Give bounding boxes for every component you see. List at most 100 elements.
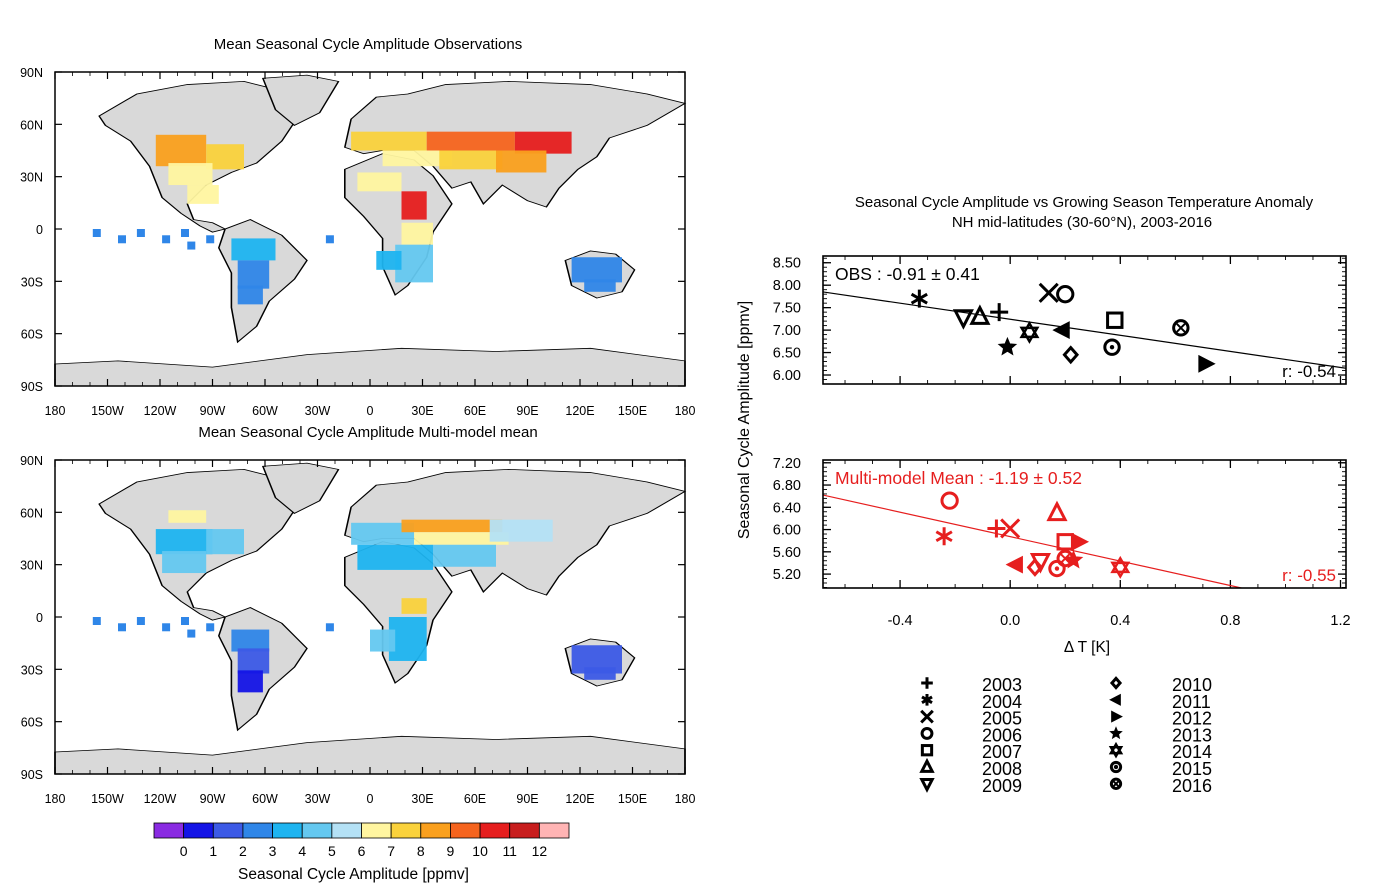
data-point-2014 [1019,320,1040,344]
station-cell [206,623,215,632]
y-tick-label: 7.50 [773,301,801,317]
station-cell [181,229,189,237]
colorbar-tick-label: 2 [239,843,247,859]
amplitude-cell [439,150,503,170]
lon-tick-label: 30W [305,792,331,806]
colorbar-swatch [450,822,481,839]
amplitude-cell [237,260,270,289]
lon-tick-label: 180 [675,404,696,418]
y-tick-label: 5.20 [773,567,801,583]
data-point-2005 [1000,518,1021,539]
legend-year-2005: 2005 [982,709,1022,729]
amplitude-cell [514,131,572,154]
data-point-2005 [1038,282,1059,303]
regression-label: Multi-model Mean : -1.19 ± 0.52 [835,468,1082,488]
lat-tick-label: 30S [21,663,43,677]
legend-marker-2007 [920,744,934,757]
data-point-2016 [1060,553,1070,564]
lon-tick-label: 90W [200,404,226,418]
amplitude-field [92,131,622,305]
lat-tick-label: 0 [36,223,43,237]
legend-marker-2015 [1109,760,1123,774]
station-cell [187,241,196,250]
colorbar-swatch [212,822,244,839]
regression-line [823,494,1242,588]
station-cell [187,629,196,638]
legend-year-2008: 2008 [982,759,1022,779]
colorbar-tick-label: 7 [387,843,395,859]
amplitude-cell [231,629,270,652]
legend-year-2016: 2016 [1172,776,1212,796]
legend-marker-2009 [919,777,935,793]
amplitude-cell [571,257,622,283]
data-point-2012 [1198,354,1216,373]
station-cell [118,235,126,244]
lon-tick-label: 120E [565,404,594,418]
colorbar-tick-label: 5 [328,843,336,859]
lat-tick-label: 60S [21,716,43,730]
colorbar-swatch [183,822,214,839]
amplitude-cell [401,191,427,220]
data-point-2006 [940,491,959,510]
amplitude-cell [489,519,553,542]
lat-tick-label: 90S [21,768,43,782]
amplitude-cell [155,529,213,555]
data-point-2012 [1071,532,1090,551]
amplitude-cell [401,222,433,245]
legend-year-2015: 2015 [1172,759,1212,779]
lon-tick-label: 150W [91,792,124,806]
data-point-2003 [987,519,1006,538]
amplitude-cell [168,510,207,523]
data-point-2013 [997,336,1018,356]
colorbar-swatch [420,822,451,839]
legend-year-2006: 2006 [982,725,1022,745]
amplitude-field [92,510,622,693]
lon-tick-label: 90E [516,792,538,806]
colorbar-tick-label: 8 [417,843,425,859]
lon-tick-label: 60W [252,792,278,806]
data-point-2011 [1052,321,1070,340]
data-point-2008 [969,304,991,325]
scatter-panel-2: 7.20 6.80 6.40 6.00 5.60 5.20 -0.4 0.0 0.4 0.8 1.2… [773,456,1351,629]
lon-tick-label: 30E [411,404,433,418]
colorbar-tick-label: 1 [209,843,217,859]
colorbar-swatch [509,822,540,839]
y-tick-label: 6.40 [773,500,801,516]
lon-tick-label: 120W [144,404,177,418]
lon-tick-label: 180 [45,792,66,806]
legend-marker-2004 [921,694,933,706]
colorbar-swatch [361,822,392,839]
lon-tick-label: 0 [367,404,374,418]
colorbar-swatch [242,822,273,839]
data-point-2015-center [1109,344,1115,350]
scatter-frame [822,459,1347,589]
colorbar-tick-label: 4 [298,843,306,859]
amplitude-cell [401,598,427,614]
lat-tick-label: 90N [20,66,43,80]
amplitude-cell [496,150,547,173]
colorbar-tick-label: 0 [180,843,188,859]
legend-marker-2016 [1109,777,1123,790]
lat-tick-label: 0 [36,611,43,625]
data-point-2007 [1056,533,1074,551]
data-point-2010 [1026,557,1044,577]
data-point-2011 [1005,555,1023,574]
data-point-2016 [1176,323,1186,333]
lat-tick-label: 90S [21,380,43,394]
colorbar-tick-label: 10 [472,843,488,859]
data-point-2015-center [1054,566,1060,571]
colorbar-swatch [479,822,511,839]
data-point-2014 [1110,555,1131,579]
legend-marker-2015-center [1113,764,1119,770]
data-point-2008 [1046,500,1068,522]
y-tick-label: 7.00 [773,323,801,339]
legend-marker-2010 [1109,676,1123,690]
lat-tick-label: 30S [21,275,43,289]
data-point-2004 [910,289,928,308]
correlation-label: r: -0.54 [1282,362,1336,381]
scatter-panel-1: 8.50 8.00 7.50 7.00 6.50 6.00 OBS : -0.91 ± 0.… [773,255,1347,385]
data-point-2016 [1056,549,1074,568]
colorbar-swatch [331,822,362,839]
amplitude-cell [162,551,207,574]
colorbar-swatch [301,822,333,839]
